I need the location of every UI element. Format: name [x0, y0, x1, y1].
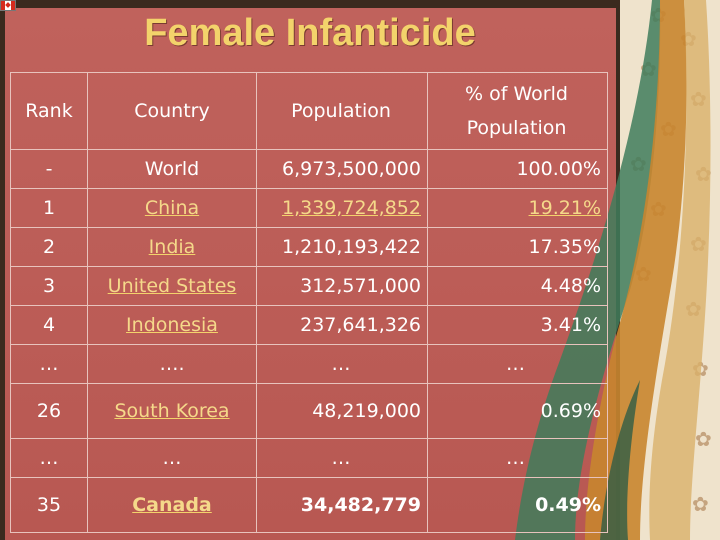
- slide-title: Female Infanticide: [144, 12, 476, 54]
- flower-icon: ✿: [685, 299, 702, 321]
- cell-percent: 0.49%: [427, 477, 608, 533]
- flower-icon: ✿: [690, 89, 707, 111]
- flower-icon: ✿: [650, 199, 667, 221]
- flower-icon: ✿: [630, 154, 647, 176]
- flower-icon: ✿: [650, 5, 667, 27]
- table-row: 2 India 1,210,193,422 17.35%: [10, 227, 608, 267]
- header-population: Population: [256, 72, 428, 150]
- cell-population: 1,339,724,852: [256, 188, 428, 228]
- cell-rank: …: [10, 344, 88, 384]
- table-row: 35 Canada 34,482,779 0.49%: [10, 477, 608, 533]
- header-percent-world: % of World Population: [427, 72, 608, 150]
- table-row-ellipsis: … … … …: [10, 438, 608, 478]
- cell-rank: 3: [10, 266, 88, 306]
- table-row: 3 United States 312,571,000 4.48%: [10, 266, 608, 306]
- flower-icon: ✿: [690, 234, 707, 256]
- cell-country: ….: [87, 344, 257, 384]
- cell-population: …: [256, 344, 428, 384]
- population-link-china[interactable]: 1,339,724,852: [281, 197, 421, 219]
- cell-rank: 4: [10, 305, 88, 345]
- flower-icon: ✿: [635, 264, 652, 286]
- infanticide-population-table: Rank Country Population % of World Popul…: [10, 72, 608, 533]
- flower-icon: ✿: [692, 359, 709, 381]
- cell-rank: 2: [10, 227, 88, 267]
- header-percent-line1: % of World: [465, 83, 568, 105]
- table-row: 26 South Korea 48,219,000 0.69%: [10, 383, 608, 439]
- cell-rank: 1: [10, 188, 88, 228]
- country-link-china[interactable]: China: [144, 197, 200, 219]
- flower-icon: ✿: [695, 429, 712, 451]
- country-link-indonesia[interactable]: Indonesia: [126, 314, 218, 336]
- cell-percent: …: [427, 344, 608, 384]
- cell-population: 6,973,500,000: [256, 149, 428, 189]
- country-link-india[interactable]: India: [148, 236, 196, 258]
- cell-rank: 35: [10, 477, 88, 533]
- cell-population: …: [256, 438, 428, 478]
- cell-country: United States: [87, 266, 257, 306]
- flower-icon: ✿: [692, 494, 709, 516]
- decorative-side-panel: ✿ ✿ ✿ ✿ ✿ ✿ ✿ ✿ ✿ ✿ ✿ ✿ ✿ ✿: [620, 0, 720, 540]
- table-row: 1 China 1,339,724,852 19.21%: [10, 188, 608, 228]
- cell-population: 1,210,193,422: [256, 227, 428, 267]
- cell-population: 312,571,000: [256, 266, 428, 306]
- country-link-united-states[interactable]: United States: [107, 275, 237, 297]
- cell-population: 34,482,779: [256, 477, 428, 533]
- cell-rank: 26: [10, 383, 88, 439]
- cell-percent: 0.69%: [427, 383, 608, 439]
- country-link-canada[interactable]: Canada: [132, 494, 212, 516]
- cell-country: World: [87, 149, 257, 189]
- flower-icon: ✿: [695, 164, 712, 186]
- cell-country: …: [87, 438, 257, 478]
- flower-icon: ✿: [660, 119, 677, 141]
- header-rank: Rank: [10, 72, 88, 150]
- frame-left-border: [0, 0, 5, 540]
- table-row: 4 Indonesia 237,641,326 3.41%: [10, 305, 608, 345]
- cell-percent: 19.21%: [427, 188, 608, 228]
- cell-rank: …: [10, 438, 88, 478]
- header-percent-line2: Population: [466, 117, 567, 139]
- cell-percent: 3.41%: [427, 305, 608, 345]
- cell-country: Indonesia: [87, 305, 257, 345]
- table-row-ellipsis: … …. … …: [10, 344, 608, 384]
- flower-icon: ✿: [640, 59, 657, 81]
- cell-rank: -: [10, 149, 88, 189]
- cell-percent: …: [427, 438, 608, 478]
- cell-country: India: [87, 227, 257, 267]
- country-link-south-korea[interactable]: South Korea: [114, 400, 230, 422]
- flower-icon: ✿: [680, 29, 697, 51]
- percent-link-china[interactable]: 19.21%: [528, 197, 601, 219]
- header-country: Country: [87, 72, 257, 150]
- cell-percent: 17.35%: [427, 227, 608, 267]
- cell-country: China: [87, 188, 257, 228]
- frame-top-border: [0, 0, 620, 8]
- canada-flag-icon: [0, 0, 16, 11]
- cell-country: South Korea: [87, 383, 257, 439]
- cell-percent: 100.00%: [427, 149, 608, 189]
- cell-population: 48,219,000: [256, 383, 428, 439]
- table-row: - World 6,973,500,000 100.00%: [10, 149, 608, 189]
- table-header-row: Rank Country Population % of World Popul…: [10, 72, 608, 150]
- cell-population: 237,641,326: [256, 305, 428, 345]
- cell-percent: 4.48%: [427, 266, 608, 306]
- cell-country: Canada: [87, 477, 257, 533]
